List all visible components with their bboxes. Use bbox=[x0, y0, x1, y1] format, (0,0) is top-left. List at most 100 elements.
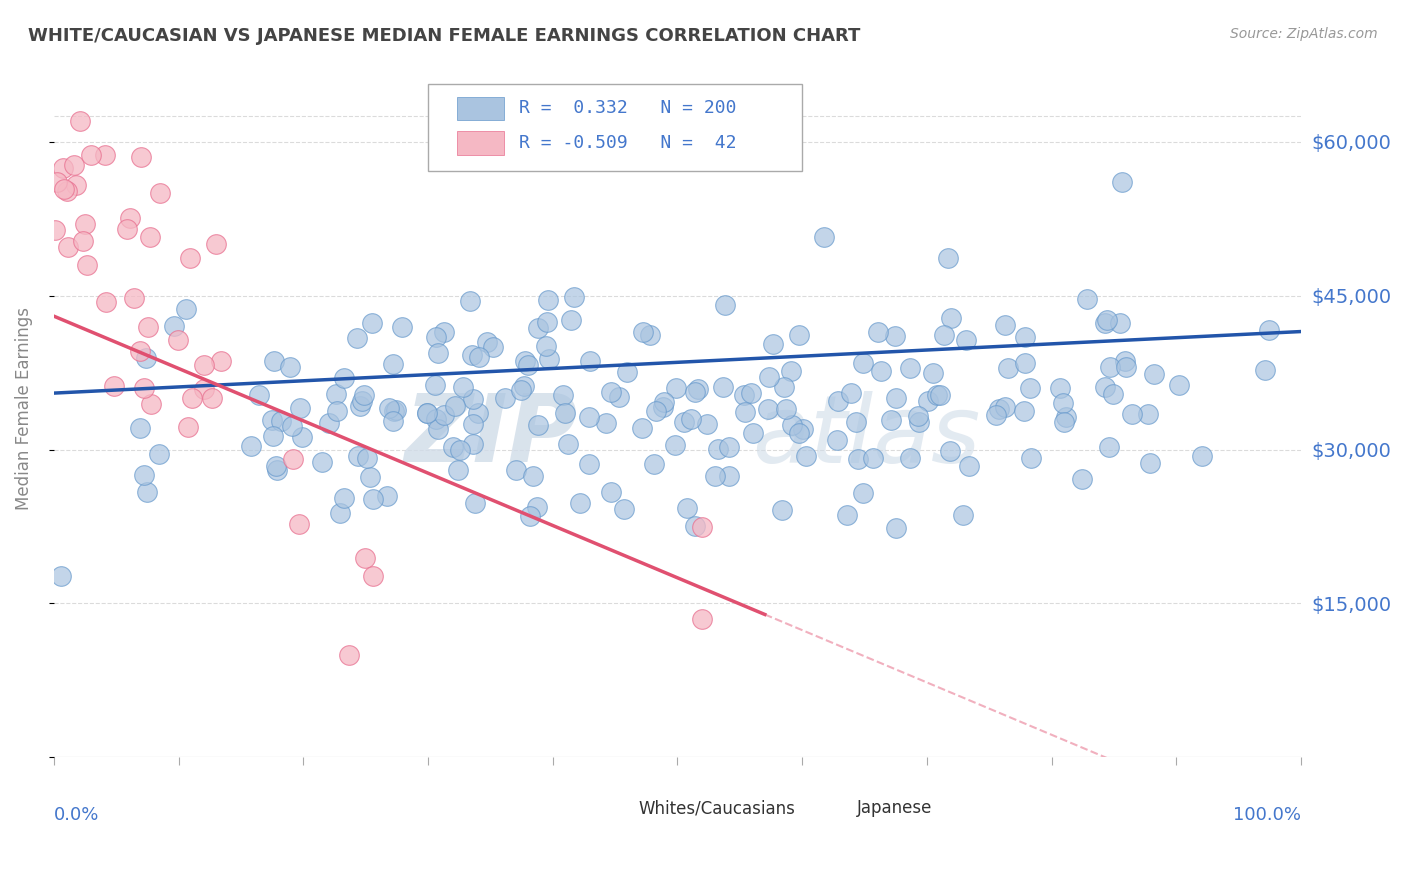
Text: R =  0.332   N = 200: R = 0.332 N = 200 bbox=[519, 99, 737, 118]
Point bbox=[270, 414, 292, 428]
Point bbox=[477, 335, 499, 350]
Point bbox=[718, 469, 741, 483]
Point bbox=[427, 421, 450, 435]
Point bbox=[51, 569, 73, 583]
Point bbox=[461, 437, 484, 451]
Point bbox=[468, 350, 491, 364]
Point bbox=[852, 486, 875, 500]
Point bbox=[917, 394, 939, 409]
Point bbox=[346, 331, 368, 345]
Text: Japanese: Japanese bbox=[858, 799, 932, 817]
Y-axis label: Median Female Earnings: Median Female Earnings bbox=[15, 307, 32, 510]
Point bbox=[787, 327, 810, 342]
Point bbox=[1019, 450, 1042, 465]
Point bbox=[997, 360, 1019, 375]
Point bbox=[136, 485, 159, 500]
FancyBboxPatch shape bbox=[427, 84, 803, 171]
Point bbox=[957, 459, 980, 474]
Point bbox=[427, 346, 450, 360]
Point bbox=[283, 452, 305, 467]
Point bbox=[714, 298, 737, 312]
Point bbox=[176, 302, 198, 317]
Point bbox=[780, 418, 803, 433]
Point bbox=[1114, 354, 1136, 368]
Point bbox=[1052, 396, 1074, 410]
Point bbox=[756, 402, 779, 417]
Point bbox=[264, 459, 287, 474]
Point bbox=[139, 397, 162, 411]
Point bbox=[129, 150, 152, 164]
Point bbox=[707, 442, 730, 457]
Point bbox=[551, 388, 574, 402]
Point bbox=[1143, 367, 1166, 381]
Point bbox=[415, 406, 437, 420]
Point bbox=[898, 360, 921, 375]
Point bbox=[579, 354, 602, 368]
Point bbox=[613, 501, 636, 516]
Point bbox=[1254, 363, 1277, 377]
Text: ZIP: ZIP bbox=[405, 391, 578, 483]
Point bbox=[557, 437, 579, 451]
Point bbox=[193, 358, 215, 372]
Point bbox=[356, 451, 378, 466]
Point bbox=[560, 313, 582, 327]
Point bbox=[482, 340, 505, 354]
Point bbox=[325, 387, 347, 401]
Point bbox=[58, 240, 80, 254]
Point bbox=[742, 426, 765, 441]
Point bbox=[201, 391, 224, 405]
Point bbox=[360, 316, 382, 330]
Point bbox=[1109, 316, 1132, 330]
Point bbox=[845, 415, 868, 429]
Point bbox=[354, 550, 377, 565]
Point bbox=[103, 379, 125, 393]
Point bbox=[994, 318, 1017, 332]
Point bbox=[1121, 407, 1143, 421]
Point bbox=[179, 251, 201, 265]
Point bbox=[209, 354, 232, 368]
Point bbox=[73, 217, 96, 231]
Point bbox=[378, 401, 401, 416]
Point bbox=[846, 452, 869, 467]
Point bbox=[631, 421, 654, 435]
Point bbox=[1054, 409, 1077, 424]
Point bbox=[128, 420, 150, 434]
Point bbox=[862, 450, 884, 465]
Point bbox=[382, 357, 405, 371]
Point bbox=[884, 521, 907, 535]
Point bbox=[837, 508, 859, 522]
Point bbox=[685, 385, 707, 400]
Point bbox=[984, 408, 1007, 422]
Point bbox=[136, 320, 159, 334]
Point bbox=[382, 404, 405, 418]
Point bbox=[692, 519, 714, 533]
Point bbox=[813, 230, 835, 244]
Point bbox=[1191, 449, 1213, 463]
Point bbox=[527, 321, 550, 335]
Point bbox=[740, 385, 762, 400]
Point bbox=[880, 412, 903, 426]
Point bbox=[382, 413, 405, 427]
Point bbox=[852, 356, 875, 370]
Point bbox=[263, 354, 285, 368]
Point bbox=[52, 182, 75, 196]
Point bbox=[278, 360, 301, 375]
Point bbox=[733, 388, 755, 402]
Point bbox=[205, 237, 228, 252]
Point bbox=[775, 401, 797, 416]
Point bbox=[290, 401, 312, 415]
Point bbox=[562, 290, 585, 304]
Point bbox=[461, 392, 484, 406]
Point bbox=[281, 418, 304, 433]
Point bbox=[325, 404, 347, 418]
Point bbox=[1076, 292, 1098, 306]
Bar bbox=[457, 131, 505, 155]
Point bbox=[461, 348, 484, 362]
Point bbox=[134, 381, 156, 395]
Point bbox=[1014, 330, 1036, 344]
Point bbox=[239, 439, 262, 453]
Point bbox=[135, 351, 157, 365]
Point bbox=[644, 404, 666, 418]
Point bbox=[139, 229, 162, 244]
Point bbox=[93, 148, 115, 162]
